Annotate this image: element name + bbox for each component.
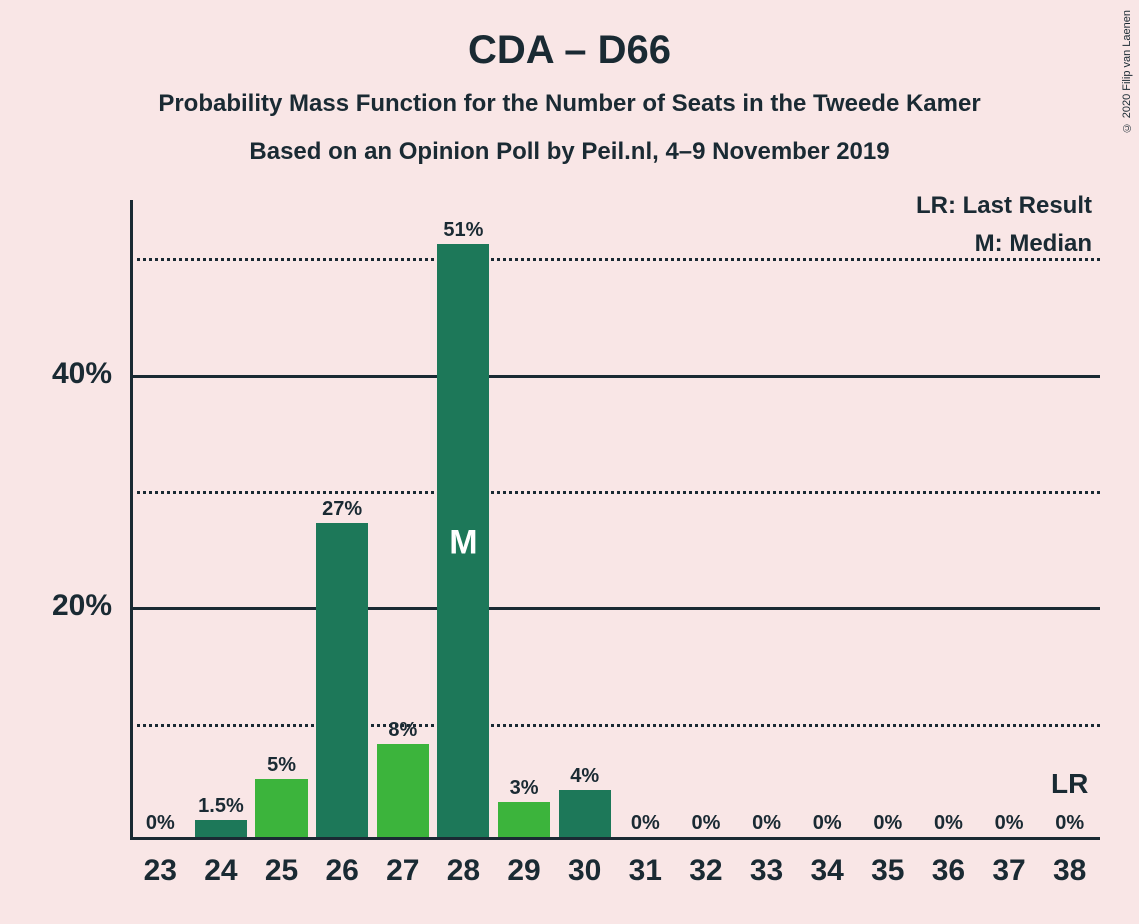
x-axis-label: 26: [326, 854, 359, 888]
chart-subtitle-1: Probability Mass Function for the Number…: [0, 90, 1139, 118]
x-axis-label: 33: [750, 854, 783, 888]
chart-bar: [377, 744, 429, 837]
bar-value-label: 3%: [510, 777, 539, 800]
x-axis-label: 28: [447, 854, 480, 888]
x-axis-label: 34: [811, 854, 844, 888]
x-axis-label: 30: [568, 854, 601, 888]
bar-value-label: 0%: [1055, 812, 1084, 835]
x-axis-label: 25: [265, 854, 298, 888]
x-axis-label: 31: [629, 854, 662, 888]
chart-bar: [559, 790, 611, 837]
bar-value-label: 8%: [388, 719, 417, 742]
chart-bar: [316, 523, 368, 837]
x-axis-label: 29: [507, 854, 540, 888]
bar-value-label: 0%: [631, 812, 660, 835]
bar-value-label: 0%: [934, 812, 963, 835]
y-axis-label: 40%: [0, 357, 112, 391]
chart-subtitle-2: Based on an Opinion Poll by Peil.nl, 4–9…: [0, 138, 1139, 166]
bar-value-label: 0%: [873, 812, 902, 835]
chart-bar: [255, 779, 307, 837]
bar-value-label: 51%: [443, 219, 483, 242]
x-axis-label: 36: [932, 854, 965, 888]
gridline-major: [130, 607, 1100, 610]
median-marker: M: [449, 524, 477, 563]
chart-title: CDA – D66: [0, 28, 1139, 73]
x-axis: [130, 837, 1100, 840]
chart-bar: [498, 802, 550, 837]
bar-value-label: 0%: [813, 812, 842, 835]
gridline-minor: [130, 724, 1100, 727]
bar-value-label: 5%: [267, 754, 296, 777]
bar-value-label: 1.5%: [198, 795, 244, 818]
chart-canvas: © 2020 Filip van Laenen CDA – D66 Probab…: [0, 0, 1139, 924]
x-axis-label: 37: [992, 854, 1025, 888]
x-axis-label: 38: [1053, 854, 1086, 888]
gridline-major: [130, 375, 1100, 378]
bar-value-label: 0%: [146, 812, 175, 835]
x-axis-label: 35: [871, 854, 904, 888]
last-result-marker: LR: [1051, 768, 1088, 800]
y-axis: [130, 200, 133, 840]
gridline-minor: [130, 491, 1100, 494]
x-axis-label: 24: [204, 854, 237, 888]
x-axis-label: 32: [689, 854, 722, 888]
legend-last-result: LR: Last Result: [916, 192, 1092, 220]
chart-bar: [195, 820, 247, 837]
x-axis-label: 23: [144, 854, 177, 888]
legend-median: M: Median: [975, 230, 1092, 258]
bar-value-label: 0%: [752, 812, 781, 835]
y-axis-label: 20%: [0, 589, 112, 623]
bar-value-label: 4%: [570, 765, 599, 788]
bar-value-label: 0%: [691, 812, 720, 835]
gridline-minor: [130, 258, 1100, 261]
bar-value-label: 27%: [322, 498, 362, 521]
x-axis-label: 27: [386, 854, 419, 888]
plot-area: 20%40%0%231.5%245%2527%268%2751%283%294%…: [130, 200, 1100, 840]
bar-value-label: 0%: [995, 812, 1024, 835]
